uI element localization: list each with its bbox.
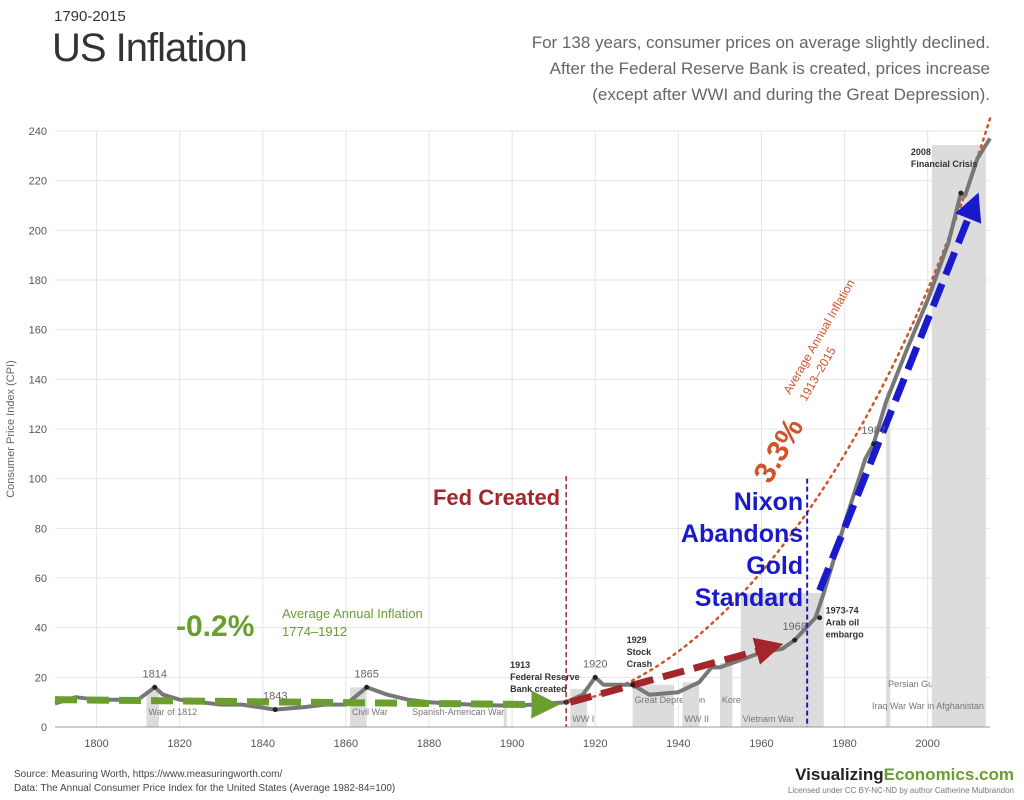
point-label: Financial Crisis — [911, 159, 978, 169]
trend-arrow-pre-1913 — [54, 690, 560, 719]
point-label: Federal Reserve — [510, 672, 580, 682]
event-label: Civil War — [352, 707, 388, 717]
point-marker — [272, 707, 278, 713]
point-marker — [817, 615, 823, 621]
event-label: Vietnam War — [743, 714, 795, 724]
point-label: 2008 — [911, 147, 931, 157]
point-marker — [152, 684, 158, 690]
point-label: Stock — [627, 647, 653, 657]
y-tick-label: 120 — [29, 424, 47, 436]
y-tick-label: 100 — [29, 474, 47, 486]
point-marker — [592, 674, 598, 680]
license-text: Licensed under CC BY-NC-ND by author Cat… — [787, 786, 1014, 795]
y-tick-label: 200 — [29, 225, 47, 237]
point-label: 1843 — [263, 691, 287, 703]
y-tick-label: 180 — [29, 275, 47, 287]
x-tick-label: 1820 — [167, 738, 191, 750]
x-tick-label: 1900 — [500, 738, 524, 750]
event-label: Iraq War War in Afghanistan — [872, 701, 984, 711]
source-note: Source: Measuring Worth, https://www.mea… — [14, 768, 395, 796]
y-tick-label: 60 — [35, 573, 47, 585]
brand-logo: VisualizingEconomics.com — [795, 765, 1014, 785]
x-tick-label: 1860 — [334, 738, 358, 750]
point-marker — [630, 682, 636, 688]
point-label: 1814 — [142, 668, 166, 680]
trend-arrow-1913-1968 — [569, 637, 784, 706]
gold-standard-label: Standard — [695, 584, 803, 612]
y-tick-label: 0 — [41, 722, 47, 734]
subtitle-line: (except after WWI and during the Great D… — [592, 85, 990, 104]
brand-b: Economics.com — [883, 765, 1014, 784]
data-text: Data: The Annual Consumer Price Index fo… — [14, 783, 396, 794]
trend-line-post-1913 — [564, 117, 992, 705]
point-label: 1913 — [510, 660, 530, 670]
fed-created-label: Fed Created — [433, 485, 560, 510]
point-label: 1920 — [583, 658, 607, 670]
event-label: War of 1812 — [148, 707, 197, 717]
brand-a: Visualizing — [795, 765, 884, 784]
point-marker — [792, 637, 798, 643]
y-axis-label: Consumer Price Index (CPI) — [5, 360, 17, 498]
point-label: 1987 — [861, 425, 885, 437]
x-tick-label: 2000 — [915, 738, 939, 750]
x-tick-label: 1800 — [84, 738, 108, 750]
x-tick-label: 1840 — [251, 738, 275, 750]
point-label: Bank created — [510, 684, 567, 694]
y-tick-label: 160 — [29, 325, 47, 337]
event-band — [886, 391, 891, 727]
gold-standard-label: Abandons — [681, 520, 803, 548]
y-tick-label: 140 — [29, 374, 47, 386]
subtitle-line: For 138 years, consumer prices on averag… — [531, 33, 990, 52]
point-label: 1973-74 — [826, 606, 859, 616]
y-tick-label: 240 — [29, 126, 47, 138]
year-range: 1790-2015 — [54, 8, 126, 25]
point-label: Arab oil — [826, 618, 860, 628]
trend-period-pre: 1774–1912 — [282, 624, 347, 639]
trend-arrow-post-1971 — [816, 192, 982, 592]
event-band — [740, 592, 824, 727]
trend-rate-post: 3.3% — [747, 413, 810, 489]
x-tick-label: 1880 — [417, 738, 441, 750]
y-tick-label: 220 — [29, 176, 47, 188]
trend-label-pre: Average Annual Inflation — [282, 606, 423, 621]
source-text: Source: Measuring Worth, https://www.mea… — [14, 769, 283, 780]
point-label: embargo — [826, 630, 865, 640]
event-band — [719, 662, 733, 727]
point-marker — [871, 441, 877, 447]
event-band — [682, 682, 700, 727]
trend-rate-pre: -0.2% — [176, 610, 254, 643]
subtitle-line: After the Federal Reserve Bank is create… — [549, 59, 990, 78]
event-label: Persian Gulf War — [888, 679, 956, 689]
y-tick-label: 20 — [35, 672, 47, 684]
x-tick-label: 1960 — [749, 738, 773, 750]
event-band — [503, 705, 507, 727]
point-marker — [958, 190, 964, 196]
event-label: WW I — [572, 714, 594, 724]
x-tick-label: 1920 — [583, 738, 607, 750]
point-label: 1865 — [354, 668, 378, 680]
point-label: Crash — [627, 659, 653, 669]
x-tick-label: 1940 — [666, 738, 690, 750]
point-marker — [364, 684, 370, 690]
gold-standard-label: Gold — [746, 552, 803, 580]
event-label: Great Depression — [635, 695, 706, 705]
event-band — [931, 145, 986, 728]
event-label: WW II — [684, 714, 709, 724]
y-tick-label: 80 — [35, 523, 47, 535]
x-tick-label: 1980 — [832, 738, 856, 750]
event-label: Spanish-American War — [412, 707, 504, 717]
gold-standard-label: Nixon — [734, 488, 803, 516]
point-label: 1929 — [627, 635, 647, 645]
y-tick-label: 40 — [35, 623, 47, 635]
point-label: 1968 — [782, 621, 806, 633]
page-title: US Inflation — [52, 26, 248, 70]
subtitle: For 138 years, consumer prices on averag… — [532, 30, 990, 108]
